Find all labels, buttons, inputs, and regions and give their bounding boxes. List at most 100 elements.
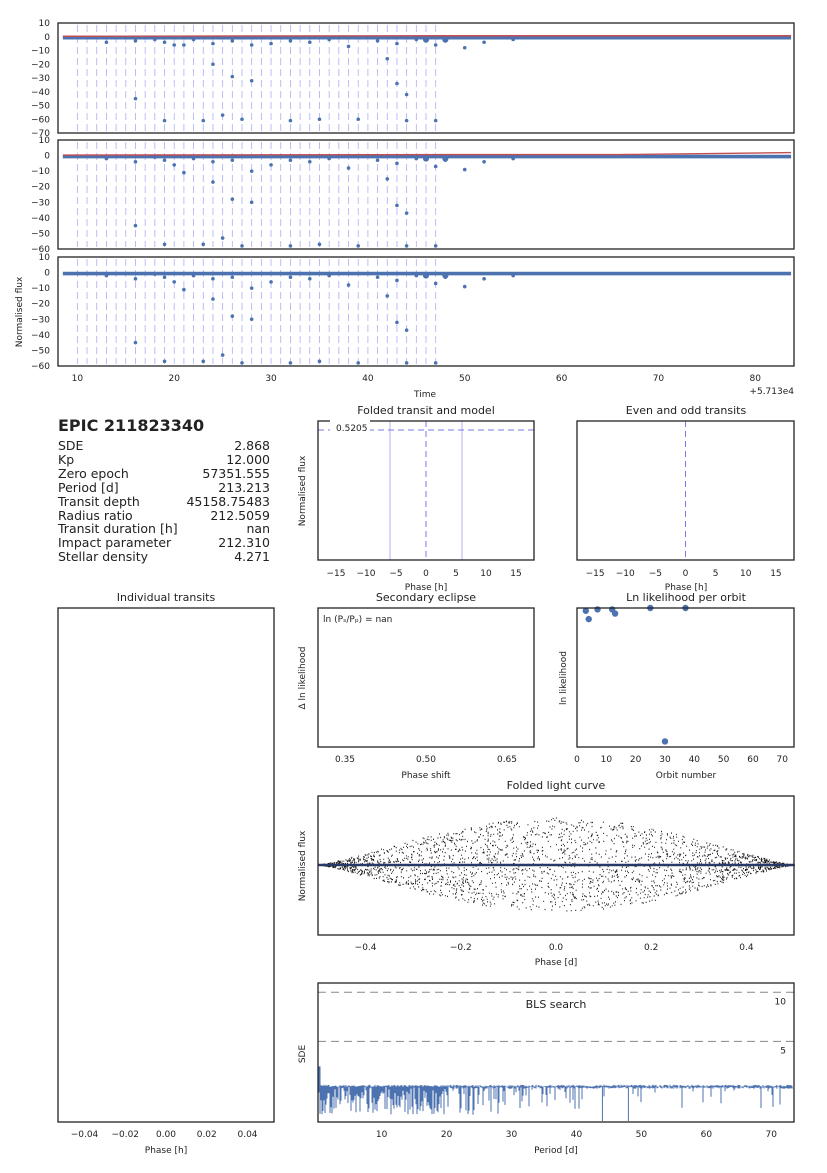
xtick-label: 5 [713,569,719,579]
xtick-label: −0.02 [111,1130,139,1140]
flux-point [133,340,138,345]
flux-point [172,163,177,167]
ytick-label: −10 [31,284,50,294]
xtick-label: 0 [683,569,689,579]
info-row-sde: SDE 2.868 [58,439,270,453]
flux-point [442,272,449,279]
lightcurve-ylabel: Normalised flux [15,276,25,347]
xtick-label: 0.50 [416,755,436,765]
target-title: EPIC 211823340 [58,416,205,435]
flux-point [482,40,486,45]
ytick-label: −40 [31,214,50,224]
xtick-label: 0.0 [549,943,564,953]
flux-point [162,118,167,123]
xtick-label: 70 [653,374,665,384]
flux-point [240,117,244,122]
xtick-label: 60 [556,374,568,384]
flux-point [230,74,235,79]
xtick-label: 0 [574,755,580,765]
xtick-label: 30 [659,755,671,765]
flux-point [230,158,235,163]
flux-point [182,170,186,175]
flux-point [327,273,331,278]
xtick-label: 0.65 [497,755,517,765]
ytick-label: 10 [39,19,51,29]
ytick-label: −20 [31,300,50,310]
secondary-eclipse-ylabel: Δ ln likelihood [298,647,308,710]
info-label: Kp [58,451,75,467]
info-row-kp: Kp 12.000 [58,453,270,467]
info-value: 4.271 [234,549,270,565]
flux-point [395,320,399,325]
info-label: Transit depth [58,493,140,509]
folded-lightcurve-frame [317,795,795,936]
folded-lightcurve-panel: Folded light curve −0.4 −0.2 0.0 0.2 0.4 Pha… [298,779,795,968]
folded-lightcurve-xlabel: Phase [d] [535,958,577,968]
flux-point [201,242,206,247]
likelihood-point [582,607,589,614]
flux-point [511,37,515,42]
ytick-label: 0 [44,269,50,279]
flux-point [269,280,273,284]
xtick-label: 70 [766,1130,778,1140]
even-odd-xticks: −15 −10 −5 0 5 10 15 [586,569,782,579]
flux-point [423,36,429,43]
lightcurve-2-yticks: 10 0 −10 −20 −30 −40 −50 −60 [31,136,50,255]
ytick-label: −10 [31,167,50,177]
flux-point [249,78,254,83]
xtick-label: 50 [636,1130,648,1140]
ln-likelihood-panel: Ln likelihood per orbit 0 10 20 30 40 50 60 70 … [559,591,795,781]
xtick-label: 10 [480,569,492,579]
flux-point [133,277,138,281]
flux-point [133,223,138,228]
flux-point [249,43,254,47]
flux-point [414,37,419,42]
ytick-label: −20 [31,183,50,193]
xtick-label: 5 [453,569,459,579]
info-label: SDE [58,438,84,453]
info-row-zero-epoch: Zero epoch 57351.555 [58,466,270,481]
folded-annotation-bg [330,420,370,434]
flux-point [249,317,254,322]
flux-point [414,273,419,278]
secondary-eclipse-xticks: 0.35 0.50 0.65 [335,755,517,765]
xtick-label: 40 [689,755,701,765]
ytick-label: 10 [39,136,51,146]
bls-ylabel: SDE [298,1045,308,1064]
flux-point [211,160,215,164]
flux-point [162,359,167,364]
info-value: 45158.75483 [186,493,270,509]
flux-point [172,280,177,284]
info-label: Transit duration [h] [58,521,178,537]
flux-point [375,275,380,280]
flux-point [404,361,409,365]
flux-point [288,118,293,123]
flux-point [191,273,196,278]
flux-point [307,40,312,45]
flux-point [172,43,177,47]
flux-point [511,273,515,278]
ytick-label: −60 [31,245,50,255]
individual-transits-frame [57,607,275,1123]
ytick-label: −10 [31,47,50,57]
flux-point [211,180,215,184]
info-value: 212.5059 [210,507,270,523]
ytick-label: −30 [31,315,50,325]
flux-point [462,45,467,50]
lightcurve-panel-3: 10 0 −10 −20 −30 −40 −50 −60 10 20 30 40 50 60 70 80 N… [15,253,795,400]
ytick-label: −40 [31,88,50,98]
flux-point [414,156,419,161]
xtick-label: 50 [459,374,471,384]
flux-point [395,203,399,208]
likelihood-point [594,606,601,613]
ln-likelihood-xlabel: Orbit number [656,771,717,781]
flux-point [104,273,109,278]
xtick-label: 10 [376,1130,388,1140]
lightcurve-2-frame [57,139,795,250]
folded-lightcurve-xticks: −0.4 −0.2 0.0 0.2 0.4 [355,943,754,953]
flux-point [482,277,486,281]
folded-lightcurve-plot [318,817,795,912]
ytick-label: −60 [31,115,50,125]
info-label: Impact parameter [58,535,172,551]
lightcurve-3-xticks: 10 20 30 40 50 60 70 80 [72,374,762,384]
